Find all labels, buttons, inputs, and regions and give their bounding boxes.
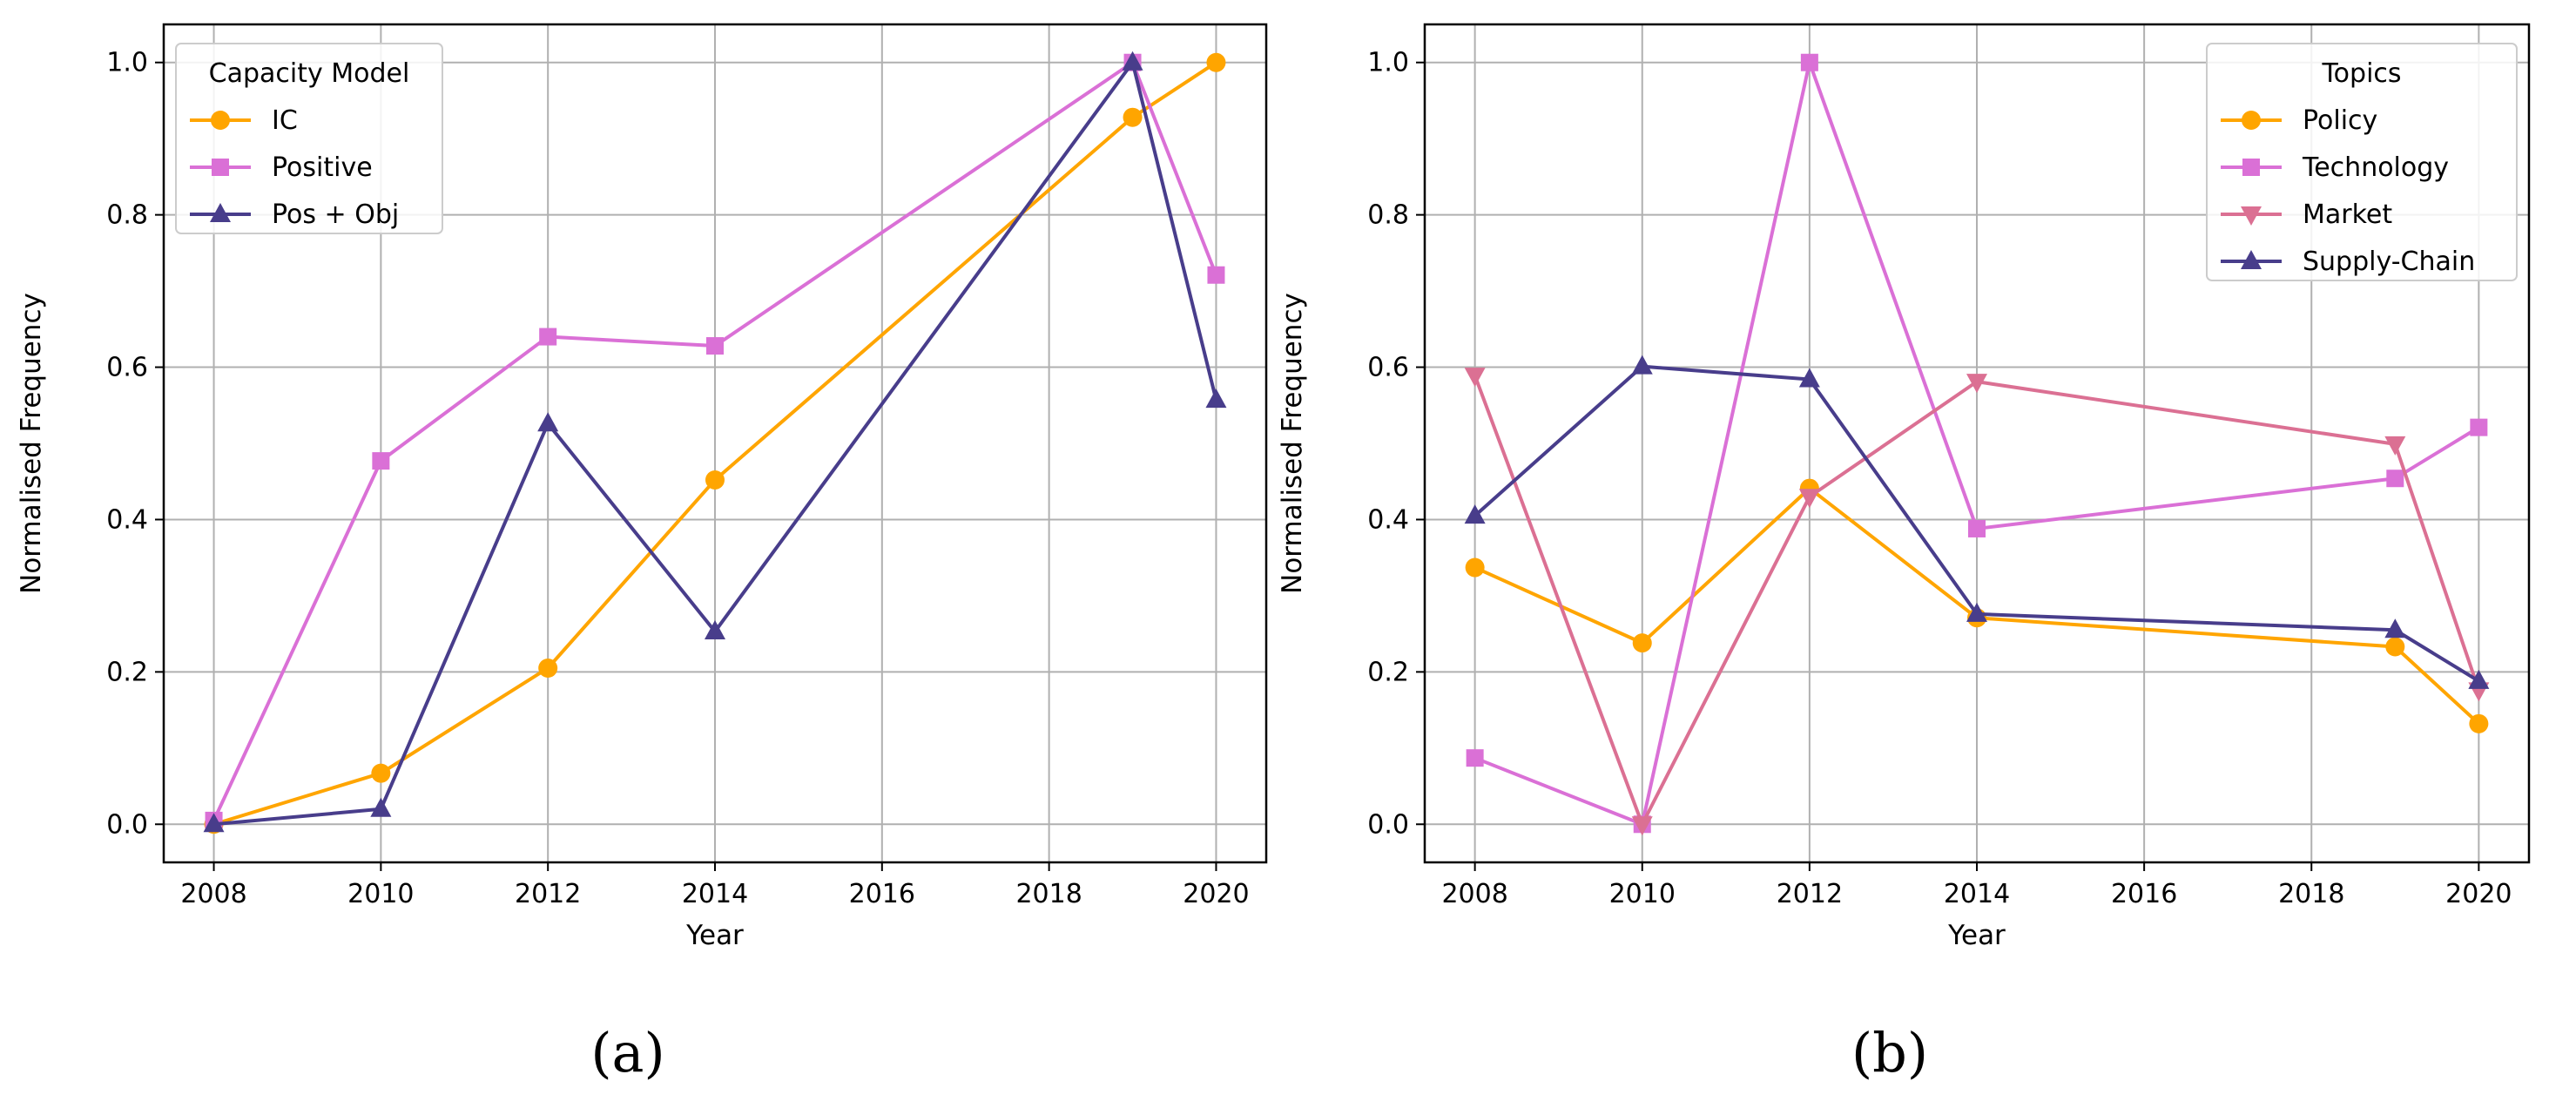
y-tick-label: 0.2 <box>1367 657 1409 687</box>
data-point <box>1798 489 1820 509</box>
legend-title: Capacity Model <box>209 58 410 89</box>
y-axis-label: Normalised Frequency <box>1277 293 1308 594</box>
data-point <box>1122 51 1143 71</box>
data-point <box>1800 53 1818 71</box>
data-point <box>2385 637 2405 657</box>
data-point <box>705 620 725 640</box>
x-tick-label: 2016 <box>849 879 915 909</box>
data-point <box>2386 470 2404 488</box>
x-axis-label: Year <box>1947 920 2006 951</box>
x-tick-label: 2018 <box>2278 879 2344 909</box>
x-tick-label: 2020 <box>1183 879 1249 909</box>
data-point <box>537 412 559 432</box>
data-point <box>1466 749 1484 767</box>
y-tick-label: 1.0 <box>1367 48 1409 78</box>
series-line-positive <box>212 60 1218 821</box>
data-point <box>1968 519 1986 537</box>
series-line-market <box>1473 375 2481 827</box>
x-tick-label: 2018 <box>1015 879 1082 909</box>
data-point <box>539 328 557 346</box>
data-point <box>2469 713 2489 733</box>
legend-swatch-marker <box>2241 206 2262 226</box>
data-point <box>1207 266 1225 284</box>
data-point <box>1464 368 1486 388</box>
legend-swatch-marker <box>2242 111 2261 130</box>
data-point <box>1631 816 1653 836</box>
data-point <box>370 797 392 817</box>
legend: Topics Policy Technology Market Supply-Chain <box>2206 43 2518 281</box>
data-point <box>203 813 225 833</box>
data-point <box>1966 602 1987 622</box>
legend-swatch-marker <box>2241 250 2262 269</box>
data-point <box>1631 355 1653 375</box>
series-line-technology <box>1473 60 2480 827</box>
legend-entry: Policy <box>2303 105 2377 136</box>
data-point <box>1465 557 1485 578</box>
data-point <box>2384 618 2406 638</box>
legend-title: Topics <box>2321 58 2401 89</box>
data-point <box>538 658 558 678</box>
y-tick-label: 0.2 <box>106 657 148 687</box>
x-tick-label: 2016 <box>2111 879 2177 909</box>
data-point <box>1205 388 1227 409</box>
y-tick-label: 0.0 <box>1367 809 1409 840</box>
legend-swatch-marker <box>212 159 229 176</box>
y-tick-label: 0.8 <box>1367 200 1409 231</box>
x-tick-label: 2010 <box>347 879 414 909</box>
data-point <box>1206 52 1226 72</box>
data-point <box>2384 436 2406 456</box>
panel-label: (a) <box>590 1021 664 1084</box>
series-line-policy <box>1473 486 2480 726</box>
series-line-pos-obj <box>213 60 1218 827</box>
legend-entry: IC <box>272 105 298 136</box>
data-point <box>1966 374 1987 394</box>
legend: Capacity Model IC Positive Pos + Obj <box>175 43 443 234</box>
data-point <box>1798 368 1820 388</box>
data-point <box>705 470 725 490</box>
legend-entry: Market <box>2303 199 2392 230</box>
data-point <box>1632 633 1652 653</box>
data-point <box>2470 418 2488 436</box>
y-tick-label: 1.0 <box>106 48 148 78</box>
legend-box <box>2206 43 2518 281</box>
y-tick-label: 0.4 <box>1367 504 1409 535</box>
legend-entry: Positive <box>272 152 373 183</box>
legend-swatch-marker <box>211 111 230 130</box>
data-point <box>372 452 390 470</box>
legend-swatch-marker <box>210 203 231 222</box>
legend-entry: Pos + Obj <box>272 199 399 230</box>
data-point <box>1464 504 1486 524</box>
x-tick-label: 2020 <box>2445 879 2512 909</box>
data-point <box>2468 669 2490 689</box>
panel-b: 2008 2010 2012 2014 2016 2018 2020 0.0 0.2 0.4 0.6… <box>1277 23 2531 1084</box>
y-tick-label: 0.8 <box>106 200 148 231</box>
legend-entry: Technology <box>2302 152 2449 183</box>
x-axis-label: Year <box>685 920 744 951</box>
panel-label: (b) <box>1851 1021 1928 1084</box>
y-axis-label: Normalised Frequency <box>16 293 47 594</box>
x-tick-label: 2010 <box>1609 879 1676 909</box>
x-tick-label: 2008 <box>1441 879 1507 909</box>
series-line-ic <box>212 61 1217 827</box>
y-tick-label: 0.6 <box>106 353 148 383</box>
x-tick-label: 2012 <box>515 879 581 909</box>
legend-box <box>175 43 443 234</box>
data-point <box>371 763 391 783</box>
x-tick-label: 2012 <box>1777 879 1843 909</box>
series-line-supply-chain <box>1473 364 2480 683</box>
legend-entry: Supply-Chain <box>2303 247 2475 277</box>
x-tick-label: 2014 <box>682 879 748 909</box>
x-tick-label: 2008 <box>180 879 246 909</box>
y-tick-label: 0.6 <box>1367 353 1409 383</box>
data-point <box>1123 107 1143 127</box>
y-tick-label: 0.0 <box>106 809 148 840</box>
y-tick-label: 0.4 <box>106 504 148 535</box>
panel-a: 2008 2010 2012 2014 2016 2018 2020 0.0 0.2 0.4 0.6… <box>16 23 1268 1084</box>
x-tick-label: 2014 <box>1944 879 2010 909</box>
data-point <box>706 337 724 355</box>
legend-swatch-marker <box>2242 159 2260 176</box>
